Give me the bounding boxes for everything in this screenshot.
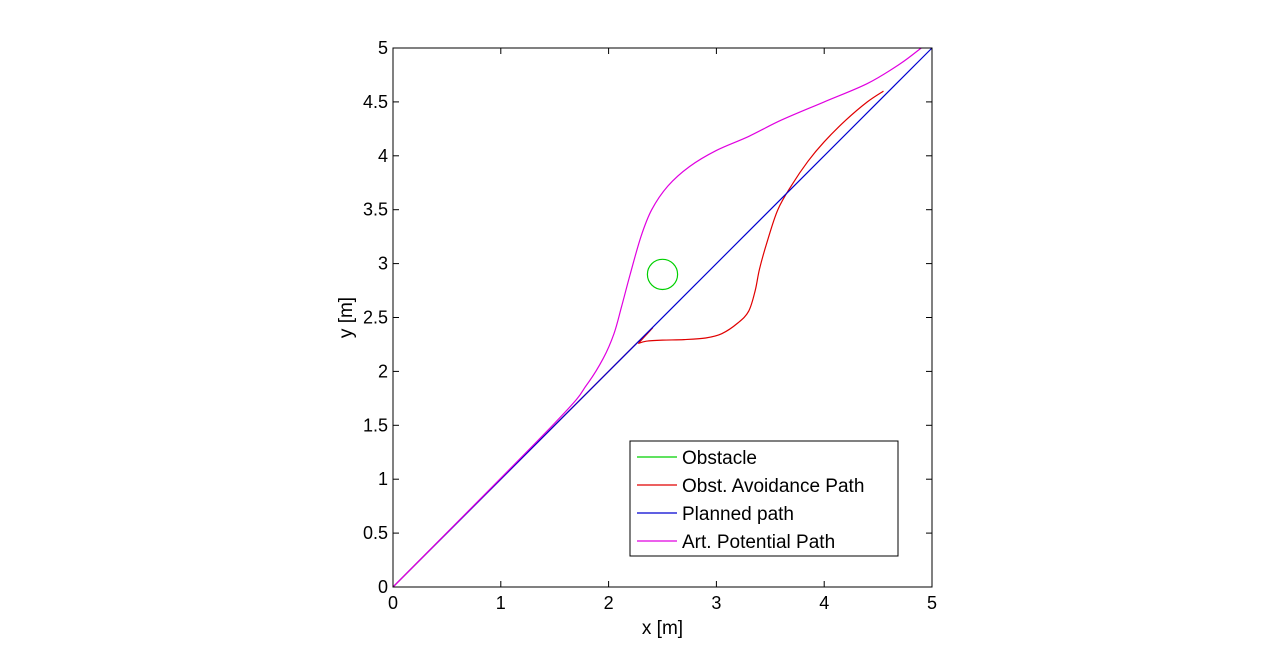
y-tick-label: 2	[378, 361, 388, 381]
legend-box	[629, 440, 899, 557]
x-tick-label: 2	[604, 593, 614, 613]
series-obstacle	[646, 258, 679, 291]
legend-label-planned-path: Planned path	[682, 504, 794, 525]
x-tick-label: 5	[927, 593, 937, 613]
y-tick-label: 2.5	[363, 308, 388, 328]
y-tick-label: 4	[378, 146, 388, 166]
x-axis-label: x [m]	[642, 618, 683, 639]
y-tick-label: 3.5	[363, 200, 388, 220]
y-tick-label: 1	[378, 469, 388, 489]
y-axis-label: y [m]	[336, 297, 357, 338]
plot-area	[392, 47, 933, 588]
x-tick-label: 4	[819, 593, 829, 613]
y-tick-label: 1.5	[363, 415, 388, 435]
y-tick-label: 3	[378, 254, 388, 274]
legend-label-obst-avoidance-path: Obst. Avoidance Path	[682, 476, 864, 497]
y-tick-label: 0.5	[363, 523, 388, 543]
y-tick-label: 4.5	[363, 92, 388, 112]
y-tick-label: 0	[378, 577, 388, 597]
legend-label-art-potential-path: Art. Potential Path	[682, 532, 835, 553]
y-tick-label: 5	[378, 38, 388, 58]
legend: Obstacle Obst. Avoidance Path Planned path…	[629, 440, 899, 557]
x-tick-label: 1	[496, 593, 506, 613]
legend-label-obstacle: Obstacle	[682, 448, 757, 469]
series-art-potential-path	[392, 47, 922, 588]
x-tick-label: 0	[388, 593, 398, 613]
series-obst-avoidance-path	[392, 90, 884, 588]
axes: 0 1 2 3 4 5 0 0.5 1 1.5 2 2.5 3 3.5 4 4.5 5	[363, 38, 937, 613]
x-tick-label: 3	[711, 593, 721, 613]
